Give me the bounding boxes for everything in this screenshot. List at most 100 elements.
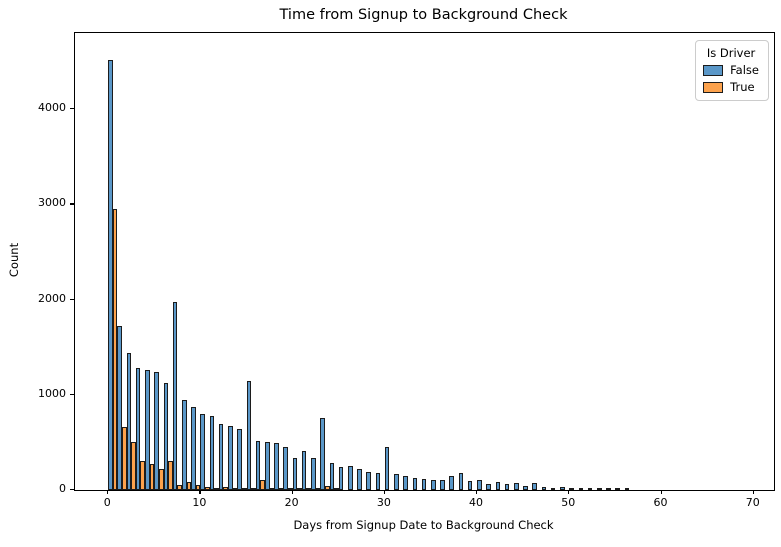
legend-swatch-icon	[703, 81, 724, 93]
legend-title: Is Driver	[706, 46, 756, 60]
histogram-bar-false-day53	[596, 488, 602, 490]
histogram-bar-false-day24	[329, 462, 335, 490]
histogram-bar-false-day25	[338, 467, 344, 490]
histogram-bar-true-day9	[195, 485, 201, 490]
histogram-bar-true-day8	[186, 482, 192, 490]
legend-label: True	[730, 80, 755, 94]
histogram-bar-false-day1	[117, 326, 123, 490]
histogram-bar-true-day4	[149, 463, 155, 490]
x-tick-label: 20	[284, 496, 299, 509]
histogram-bar-false-day51	[578, 487, 584, 490]
histogram-bar-false-day36	[440, 480, 445, 490]
x-tick-label: 50	[561, 496, 576, 509]
histogram-bar-false-day34	[421, 479, 427, 490]
histogram-bar-true-day10	[205, 487, 210, 490]
histogram-bar-false-day5	[154, 371, 159, 490]
histogram-bar-false-day37	[449, 475, 454, 490]
histogram-bar-false-day31	[394, 473, 399, 490]
x-tick-mark	[752, 490, 754, 494]
y-tick-label: 3000	[38, 196, 66, 210]
histogram-bar-false-day38	[458, 472, 464, 490]
legend-item-false: False	[703, 63, 759, 77]
histogram-bar-false-day23	[320, 417, 325, 490]
histogram-bar-false-day46	[532, 483, 537, 490]
histogram-bar-false-day42	[495, 481, 501, 490]
histogram-bar-false-day55	[615, 488, 620, 490]
histogram-bar-false-day47	[541, 487, 547, 490]
x-tick-label: 60	[653, 496, 668, 509]
legend-label: False	[730, 63, 759, 77]
histogram-bar-false-day32	[403, 475, 408, 490]
y-tick-label: 2000	[38, 291, 66, 305]
histogram-bar-false-day43	[504, 483, 510, 490]
y-tick-mark	[70, 108, 74, 110]
histogram-bar-false-day4	[145, 369, 150, 490]
histogram-bar-false-day3	[135, 368, 141, 490]
histogram-bar-true-day11	[214, 487, 219, 490]
histogram-bar-false-day48	[550, 487, 556, 490]
histogram-bar-false-day22	[311, 457, 316, 490]
histogram-bar-false-day45	[523, 486, 528, 490]
histogram-bar-false-day6	[163, 383, 169, 490]
histogram-bar-true-day17	[269, 487, 275, 490]
histogram-bar-false-day56	[624, 488, 630, 490]
histogram-bar-false-day26	[347, 466, 353, 490]
histogram-bar-true-day1	[122, 427, 127, 490]
x-tick-label: 70	[745, 496, 760, 509]
legend-swatch-icon	[703, 64, 724, 76]
histogram-bar-false-day13	[228, 425, 233, 490]
histogram-bar-false-day52	[587, 488, 593, 490]
histogram-bar-true-day3	[140, 461, 146, 490]
histogram-bar-true-day23	[324, 486, 330, 490]
histogram-bar-false-day2	[126, 352, 132, 490]
histogram-bar-false-day40	[477, 479, 482, 490]
histogram-bar-false-day11	[209, 415, 215, 490]
x-tick-mark	[199, 490, 201, 494]
histogram-bar-true-day22	[315, 488, 321, 490]
y-tick-label: 4000	[38, 101, 66, 115]
histogram-bar-false-day44	[513, 483, 519, 490]
histogram-bar-true-day18	[278, 487, 284, 490]
plot-area	[74, 32, 775, 491]
histogram-bar-false-day50	[569, 488, 574, 490]
x-tick-mark	[107, 490, 109, 494]
x-tick-label: 0	[103, 496, 111, 509]
histogram-bar-true-day13	[232, 487, 238, 490]
y-tick-mark	[70, 203, 74, 205]
x-tick-mark	[660, 490, 662, 494]
chart-title: Time from Signup to Background Check	[279, 7, 568, 23]
histogram-bar-false-day33	[412, 478, 418, 490]
y-tick-mark	[70, 489, 74, 491]
histogram-bar-false-day16	[255, 441, 261, 490]
histogram-bar-false-day30	[384, 446, 390, 490]
y-axis-label: Count	[7, 242, 21, 278]
histogram-bar-false-day10	[200, 413, 206, 490]
histogram-bar-false-day39	[467, 480, 473, 490]
histogram-bar-true-day2	[131, 442, 136, 490]
histogram-bar-false-day7	[172, 301, 178, 490]
histogram-bar-false-day21	[301, 450, 307, 490]
x-tick-label: 10	[192, 496, 207, 509]
histogram-bar-true-day14	[241, 488, 247, 490]
histogram-bar-true-day24	[334, 488, 339, 490]
histogram-bar-false-day8	[181, 399, 187, 490]
legend: Is Driver False True	[695, 40, 769, 101]
histogram-bar-false-day20	[292, 457, 298, 490]
histogram-bar-false-day27	[357, 469, 362, 490]
histogram-bar-false-day15	[246, 380, 252, 490]
histogram-bar-true-day0	[112, 209, 118, 490]
histogram-bar-true-day21	[306, 488, 312, 490]
histogram-bar-true-day15	[251, 487, 256, 490]
histogram-bar-true-day7	[177, 484, 182, 490]
histogram-bar-true-day6	[168, 460, 173, 490]
x-axis-label: Days from Signup Date to Background Chec…	[293, 518, 554, 532]
x-tick-mark	[476, 490, 478, 494]
legend-rows: False True	[703, 63, 759, 94]
histogram-bar-true-day12	[223, 486, 229, 490]
y-tick-label: 0	[59, 482, 66, 495]
x-tick-label: 40	[469, 496, 484, 509]
y-tick-label: 1000	[38, 386, 66, 400]
histogram-bar-false-day49	[560, 487, 565, 490]
x-tick-label: 30	[376, 496, 391, 509]
